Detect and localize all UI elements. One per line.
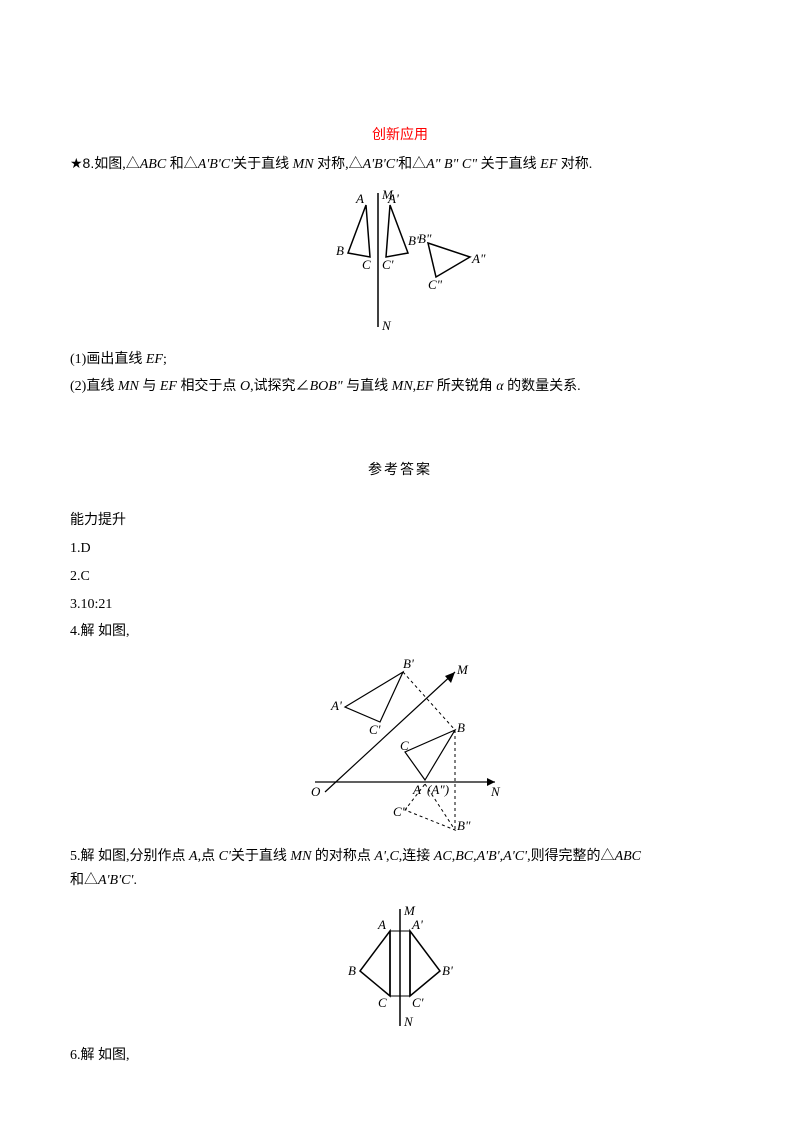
a5-ac: AC [434,849,452,864]
answer-4: 4.解 如图, [70,620,730,644]
label-B4: B [457,720,465,735]
q8p2-o: O [240,379,250,394]
q8-abc3: A'B'C' [363,157,398,172]
document-page: 创新应用 ★8.如图,△ABC 和△A'B'C'关于直线 MN 对称,△A'B'… [0,0,800,1112]
label-C3: C" [428,277,443,292]
a5-t4: ,连接 [399,849,434,864]
label-A: A [355,191,364,206]
label-M5: M [403,903,416,918]
a5-t2: 关于直线 [231,849,291,864]
q8-t3: 关于直线 [233,157,293,172]
a5-t3: 的对称点 [311,849,374,864]
a5-c2: C [389,849,398,864]
label-B34: B" [457,818,471,832]
star-marker: ★8. [70,155,94,171]
label-A2: A' [387,191,399,206]
a5-period: . [133,873,137,888]
label-C5: C [378,995,387,1010]
q8p2-t3: ,试探究∠ [250,379,310,394]
label-A3: A" [471,251,486,266]
q8-mn: MN [293,157,314,172]
label-C24: C' [369,722,381,737]
q8-ef: EF [540,157,557,172]
label-B: B [336,243,344,258]
label-C4: C [400,738,409,753]
a5-bc: BC [455,849,473,864]
label-A5: A [377,917,386,932]
answer-2: 2.C [70,565,730,589]
q8-t1: 如图,△ [94,157,140,172]
a5-ab: A'B' [477,849,500,864]
question-8: ★8.如图,△ABC 和△A'B'C'关于直线 MN 对称,△A'B'C'和△A… [70,152,730,177]
figure-a4: M O N B C A (A") A' B' C' B" C" [70,652,730,837]
a5-t5: ,则得完整的△ [527,849,615,864]
q8p2-t4: 与直线 [343,379,392,394]
a5-abc2: A'B'C' [98,873,133,888]
q8p1-ef: EF [146,352,163,367]
label-C25: C' [412,995,424,1010]
a5-a2: A' [374,849,386,864]
q8-abc2: A'B'C' [198,157,233,172]
a5-abc: ABC [615,849,641,864]
q8p2-mn: MN [118,379,139,394]
q8p2-t1: 与 [139,379,160,394]
answer-5: 5.解 如图,分别作点 A,点 C'关于直线 MN 的对称点 A',C,连接 A… [70,845,730,893]
label-B24: B' [403,656,414,671]
label-N4: N [490,784,501,799]
q8p2-bob: BOB" [310,379,343,394]
q8-t4: 对称,△ [314,157,363,172]
section-ability: 能力提升 [70,509,730,533]
section-title-innovation: 创新应用 [70,124,730,148]
q8p2-t2: 相交于点 [177,379,240,394]
q8p2-t5: 所夹锐角 [433,379,496,394]
answers-heading: 参考答案 [70,459,730,479]
a5-prefix: 5.解 如图,分别作点 [70,849,189,864]
answer-3: 3.10:21 [70,593,730,617]
a5-ac2: A'C' [503,849,527,864]
q8-t5: 和△ [398,157,426,172]
label-O4: O [311,784,321,799]
q8-abc4: A" B" C" [426,157,477,172]
q8p2-alpha: α [496,379,503,394]
q8-t6: 关于直线 [477,157,540,172]
answer-6: 6.解 如图, [70,1044,730,1068]
figure-a5: M N A B C A' B' C' [70,901,730,1036]
figure-q8: M N A B C A' B' C' B" A" C" [70,185,730,340]
q8p1-prefix: (1)画出直线 [70,352,146,367]
label-N: N [381,318,392,333]
answer-1: 1.D [70,537,730,561]
label-N5: N [403,1014,414,1029]
a5-mn: MN [290,849,311,864]
q8-abc: ABC [140,157,166,172]
q8p2-mn2: MN [392,379,413,394]
a5-t1: ,点 [198,849,219,864]
label-B3: B" [418,231,432,246]
q8p1-suffix: ; [163,352,167,367]
label-B5: B [348,963,356,978]
label-C2: C' [382,257,394,272]
a5-c: C' [219,849,231,864]
q8p2-prefix: (2)直线 [70,379,118,394]
q8-t2: 和△ [166,157,198,172]
a5-t6: 和△ [70,873,98,888]
q8p2-ef2: EF [416,379,433,394]
q8-t7: 对称. [557,157,592,172]
a5-a: A [189,849,198,864]
q8p2-ef: EF [160,379,177,394]
label-A24: A' [330,698,342,713]
label-B25: B' [442,963,453,978]
label-C: C [362,257,371,272]
q8-part2: (2)直线 MN 与 EF 相交于点 O,试探究∠BOB" 与直线 MN,EF … [70,375,730,399]
label-C34: C" [393,804,408,819]
label-A25: A' [411,917,423,932]
label-A34: (A") [427,782,449,797]
q8-part1: (1)画出直线 EF; [70,348,730,372]
q8p2-t6: 的数量关系. [504,379,581,394]
label-M4: M [456,662,469,677]
